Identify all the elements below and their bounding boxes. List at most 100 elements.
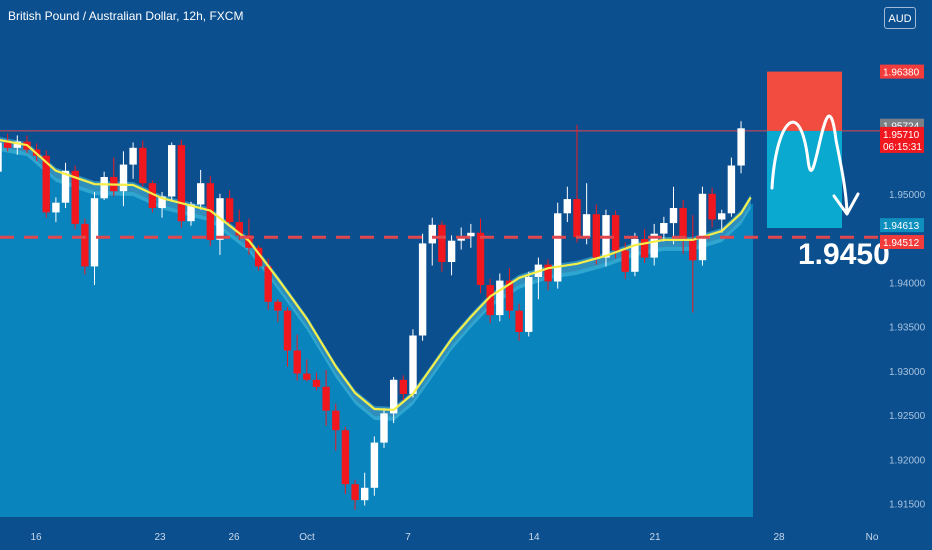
candle-up[interactable] <box>361 487 369 501</box>
candle-down[interactable] <box>640 239 649 258</box>
candle-down[interactable] <box>486 285 494 316</box>
price-label: 1.94613 <box>883 221 920 232</box>
y-tick-label: 1.93000 <box>889 367 926 378</box>
candle-down[interactable] <box>254 247 263 267</box>
candle-down[interactable] <box>708 193 716 220</box>
candle-up[interactable] <box>718 213 726 220</box>
candle-down[interactable] <box>341 430 350 485</box>
candle-down[interactable] <box>293 350 301 374</box>
candle-down[interactable] <box>303 373 311 380</box>
candle-down[interactable] <box>71 170 79 224</box>
x-tick-label: 16 <box>30 532 42 543</box>
candle-down[interactable] <box>621 250 629 272</box>
candle-up[interactable] <box>669 208 678 224</box>
target-annotation: 1.9450 <box>798 238 890 271</box>
price-label: 1.94512 <box>883 238 920 249</box>
x-tick-label: 21 <box>649 532 661 543</box>
candle-up[interactable] <box>0 142 2 172</box>
candle-up[interactable] <box>660 223 668 234</box>
price-label: 1.95710 <box>883 130 920 141</box>
candle-up[interactable] <box>380 413 388 443</box>
x-tick-label: 28 <box>773 532 785 543</box>
candle-down[interactable] <box>689 239 697 261</box>
candle-down[interactable] <box>4 142 12 148</box>
candle-down[interactable] <box>225 198 234 223</box>
candle-up[interactable] <box>370 442 379 488</box>
chart-title: British Pound / Australian Dollar, 12h, … <box>8 9 244 23</box>
price-label: 1.96380 <box>883 68 920 79</box>
candle-down[interactable] <box>476 232 485 285</box>
price-label-box <box>880 64 924 79</box>
y-tick-label: 1.93500 <box>889 323 926 334</box>
candle-down[interactable] <box>312 379 321 387</box>
price-label-box <box>880 218 924 233</box>
candle-up[interactable] <box>428 224 436 244</box>
y-tick-label: 1.95000 <box>889 190 926 201</box>
x-tick-label: 7 <box>405 532 411 543</box>
currency-button[interactable]: AUD <box>884 7 916 29</box>
candle-down[interactable] <box>148 183 157 208</box>
candle-up[interactable] <box>61 170 70 203</box>
candle-up[interactable] <box>129 147 137 165</box>
candle-up[interactable] <box>554 213 562 282</box>
candle-up[interactable] <box>631 239 639 272</box>
candle-up[interactable] <box>168 145 176 197</box>
candle-down[interactable] <box>283 310 292 351</box>
candle-down[interactable] <box>611 215 620 251</box>
candle-down[interactable] <box>235 222 243 236</box>
candle-down[interactable] <box>177 145 186 222</box>
candle-up[interactable] <box>496 280 504 316</box>
y-tick-label: 1.92000 <box>889 455 926 466</box>
candle-down[interactable] <box>264 266 272 302</box>
x-tick-label: 23 <box>154 532 166 543</box>
candle-up[interactable] <box>100 177 108 199</box>
candle-down[interactable] <box>544 264 552 282</box>
candle-down[interactable] <box>322 386 330 411</box>
x-tick-label: No <box>866 532 879 543</box>
countdown-label: 06:15:31 <box>883 142 922 153</box>
candle-down[interactable] <box>573 199 581 238</box>
x-tick-label: 26 <box>228 532 240 543</box>
candle-down[interactable] <box>505 280 514 311</box>
candle-up[interactable] <box>158 196 166 209</box>
candle-up[interactable] <box>698 193 707 261</box>
candle-up[interactable] <box>52 202 60 213</box>
candle-up[interactable] <box>447 240 456 262</box>
candle-up[interactable] <box>467 232 475 237</box>
candle-down[interactable] <box>438 224 446 262</box>
y-tick-label: 1.92500 <box>889 411 926 422</box>
candle-down[interactable] <box>679 208 687 239</box>
candle-up[interactable] <box>90 198 99 267</box>
candle-up[interactable] <box>582 214 591 238</box>
candle-up[interactable] <box>13 141 21 148</box>
candle-down[interactable] <box>42 155 50 213</box>
candle-down[interactable] <box>139 147 147 184</box>
candle-down[interactable] <box>81 223 89 267</box>
y-tick-label: 1.94000 <box>889 278 926 289</box>
candle-up[interactable] <box>563 199 571 214</box>
candle-down[interactable] <box>592 214 600 258</box>
candle-down[interactable] <box>515 310 523 332</box>
candle-up[interactable] <box>119 164 128 192</box>
x-tick-label: 14 <box>528 532 540 543</box>
candle-up[interactable] <box>418 243 427 336</box>
y-tick-label: 1.91500 <box>889 500 926 511</box>
candle-up[interactable] <box>650 233 658 258</box>
projection-path <box>770 114 849 214</box>
arrow-head-icon <box>832 192 860 216</box>
moving-average-line <box>0 139 752 412</box>
candle-down[interactable] <box>399 379 407 394</box>
candle-up[interactable] <box>409 335 417 394</box>
candle-up[interactable] <box>727 165 736 214</box>
x-tick-label: Oct <box>299 532 315 543</box>
candle-up[interactable] <box>390 379 398 414</box>
candle-down[interactable] <box>274 301 282 311</box>
candle-down[interactable] <box>332 410 340 431</box>
candle-up[interactable] <box>187 204 195 222</box>
stop-loss-zone[interactable] <box>767 71 842 131</box>
candle-up[interactable] <box>525 277 533 332</box>
candle-down[interactable] <box>351 484 359 501</box>
candle-up[interactable] <box>197 183 205 205</box>
candle-up[interactable] <box>737 128 745 166</box>
